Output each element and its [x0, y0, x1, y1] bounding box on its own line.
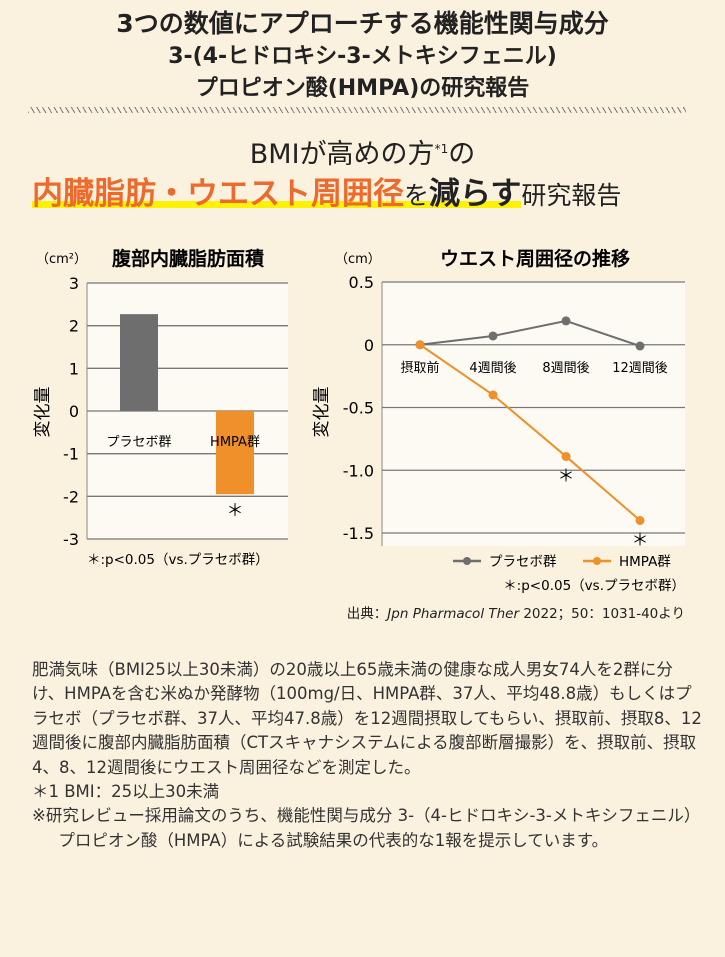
data-point	[561, 316, 571, 326]
source-citation: 出典：Jpn Pharmacol Ther 2022；50：1031-40より	[347, 602, 685, 622]
x-tick-label: 摂取前	[400, 360, 439, 376]
data-point	[635, 515, 645, 525]
y-tick-label: -0.5	[343, 399, 374, 418]
significance-mark: ＊	[632, 530, 649, 550]
significance-mark: ＊	[227, 501, 244, 521]
title-line-3: プロピオン酸(HMPA)の研究報告	[195, 76, 530, 101]
series-line-hmpa	[419, 343, 641, 522]
data-point	[635, 341, 645, 351]
data-point	[415, 340, 425, 350]
y-tick-label: 1	[69, 359, 79, 378]
source-journal: Jpn Pharmacol Ther	[387, 606, 520, 622]
footnote-mark: *1	[434, 142, 449, 156]
y-tick-label: -1.5	[343, 524, 374, 543]
subtitle-text: BMIが高めの方	[249, 139, 435, 170]
subtitle-text: 研究報告	[521, 181, 622, 210]
y-unit: （cm²）	[36, 252, 87, 267]
data-point	[561, 451, 571, 461]
x-tick-label: 8週間後	[542, 361, 589, 376]
category-label: プラセボ群	[106, 435, 171, 450]
y-tick-label: 0.5	[349, 273, 374, 292]
data-point	[488, 331, 498, 341]
significance-note: ＊:p<0.05（vs.プラセボ群）	[503, 578, 685, 594]
subtitle-text: の	[448, 139, 476, 170]
y-tick-label: 3	[69, 274, 79, 293]
source-rest: 2022；50：1031-40より	[519, 606, 685, 622]
y-axis-label: 変化量	[312, 387, 332, 438]
y-tick-label: -1	[63, 445, 79, 464]
study-description: 肥満気味（BMI25以上30未満）の20歳以上65歳未満の健康な成人男女74人を…	[32, 658, 702, 853]
x-tick-label: 4週間後	[469, 361, 516, 376]
plot-area	[382, 282, 685, 546]
y-tick-label: -3	[63, 530, 79, 549]
y-tick-label: 0	[69, 402, 79, 421]
y-tick-label: -2	[63, 487, 79, 506]
series-line-placebo	[419, 319, 641, 347]
subtitle-2: 内臓脂肪・ウエスト周囲径を減らす研究報告	[32, 168, 621, 213]
title-line-1: 3つの数値にアプローチする機能性関与成分	[116, 9, 609, 38]
chart-title: ウエスト周囲径の推移	[440, 247, 630, 270]
divider	[28, 107, 686, 113]
data-point	[488, 390, 498, 400]
subtitle-bold: 減らす	[429, 176, 522, 212]
y-unit: （cm）	[335, 252, 381, 267]
legend-label: プラセボ群	[489, 554, 557, 570]
subtitle-orange: 内臓脂肪・ウエスト周囲径	[32, 176, 404, 212]
subtitle-text: を	[404, 181, 430, 210]
significance-note: ＊:p<0.05（vs.プラセボ群）	[87, 552, 269, 568]
y-axis-label: 変化量	[33, 387, 53, 438]
x-tick-label: 12週間後	[612, 361, 668, 376]
category-label: HMPA群	[210, 435, 260, 450]
highlighted: 内臓脂肪・ウエスト周囲径を減らす	[32, 176, 522, 212]
bar-hmpa	[216, 411, 254, 495]
legend-marker	[593, 557, 601, 565]
chart-title: 腹部内臓脂肪面積	[111, 247, 264, 270]
description-paragraph: 肥満気味（BMI25以上30未満）の20歳以上65歳未満の健康な成人男女74人を…	[32, 660, 702, 777]
y-tick-label: 2	[69, 317, 79, 336]
bar-placebo	[120, 314, 158, 411]
subtitle-1: BMIが高めの方*1の	[0, 132, 725, 171]
title-line-2: 3-(4-ヒドロキシ-3-メトキシフェニル)	[168, 44, 557, 69]
footnote-note: ※研究レビュー採用論文のうち、機能性関与成分 3-（4-ヒドロキシ-3-メトキシ…	[32, 806, 701, 850]
y-tick-label: 0	[364, 336, 374, 355]
y-tick-label: -1.0	[343, 461, 374, 480]
significance-mark: ＊	[558, 466, 575, 486]
legend-marker	[463, 557, 471, 565]
footnote-bmi: ＊1 BMI：25以上30未満	[32, 782, 220, 802]
legend-label: HMPA群	[619, 554, 671, 570]
source-prefix: 出典：	[346, 606, 388, 622]
